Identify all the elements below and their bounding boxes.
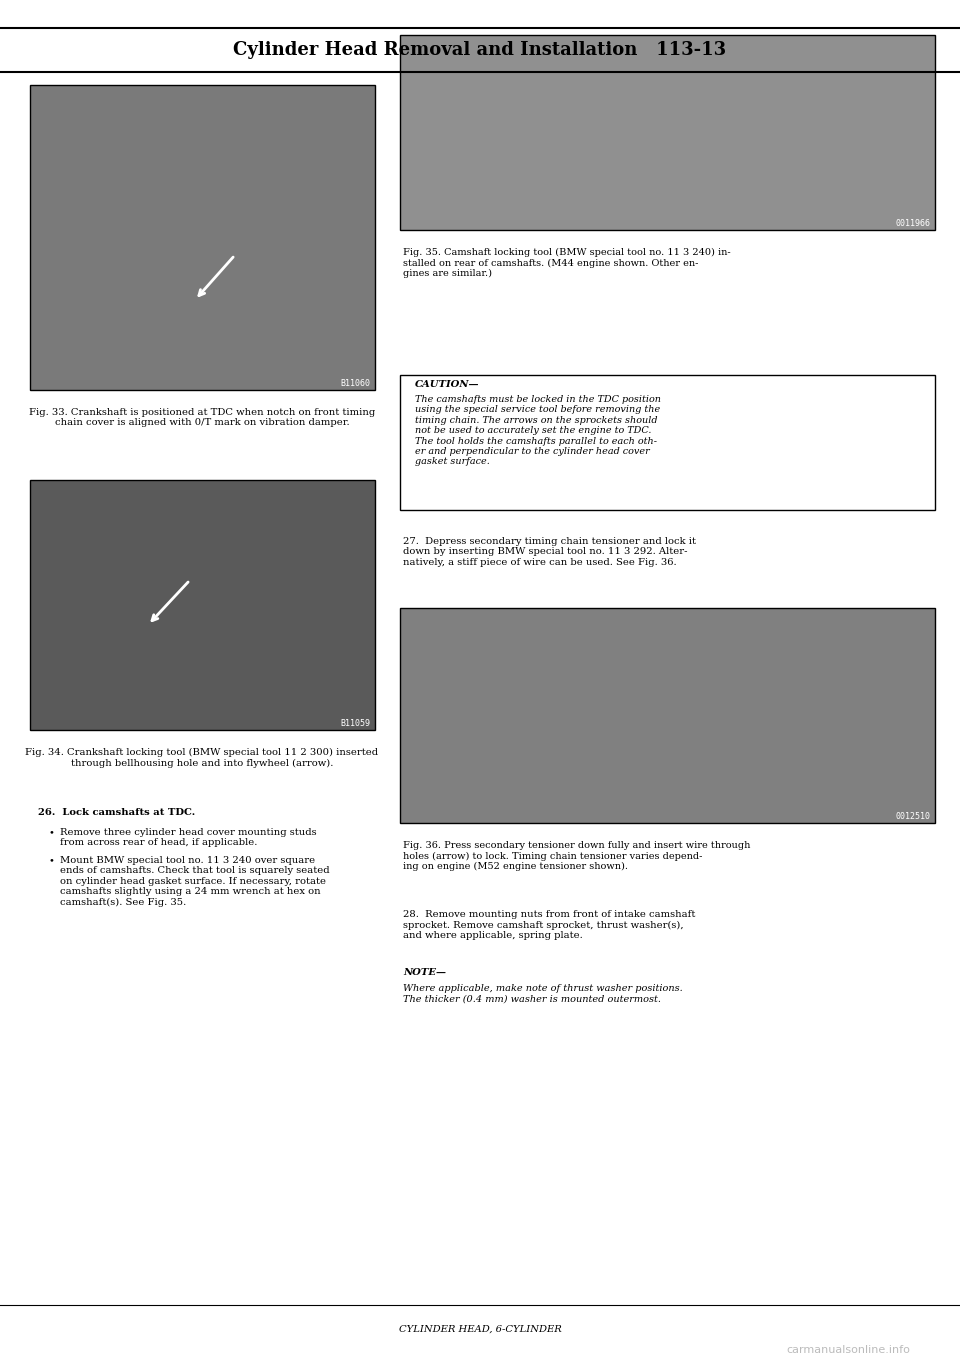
Text: •: •	[48, 856, 54, 864]
Text: The camshafts must be locked in the TDC position
using the special service tool : The camshafts must be locked in the TDC …	[415, 395, 661, 467]
Text: Where applicable, make note of thrust washer positions.
The thicker (0.4 mm) was: Where applicable, make note of thrust wa…	[403, 984, 683, 1003]
Text: Remove three cylinder head cover mounting studs
from across rear of head, if app: Remove three cylinder head cover mountin…	[60, 828, 317, 847]
Text: •: •	[48, 828, 54, 837]
Bar	[400, 375, 935, 510]
Text: 26.  Lock camshafts at TDC.: 26. Lock camshafts at TDC.	[38, 807, 195, 817]
Text: Cylinder Head Removal and Installation   113-13: Cylinder Head Removal and Installation 1…	[233, 41, 727, 58]
Text: CYLINDER HEAD, 6-CYLINDER: CYLINDER HEAD, 6-CYLINDER	[398, 1324, 562, 1334]
Bar	[400, 35, 935, 229]
Text: 27.  Depress secondary timing chain tensioner and lock it
down by inserting BMW : 27. Depress secondary timing chain tensi…	[403, 537, 696, 567]
Text: 0011966: 0011966	[895, 218, 930, 228]
Text: 28.  Remove mounting nuts from front of intake camshaft
sprocket. Remove camshaf: 28. Remove mounting nuts from front of i…	[403, 911, 695, 940]
Text: B11059: B11059	[340, 719, 370, 727]
Text: Fig. 33. Crankshaft is positioned at TDC when notch on front timing
chain cover : Fig. 33. Crankshaft is positioned at TDC…	[29, 408, 375, 427]
Text: NOTE—: NOTE—	[403, 968, 446, 977]
Text: B11060: B11060	[340, 379, 370, 388]
Bar	[30, 85, 375, 389]
Text: Mount BMW special tool no. 11 3 240 over square
ends of camshafts. Check that to: Mount BMW special tool no. 11 3 240 over…	[60, 856, 329, 906]
Bar	[400, 608, 935, 822]
Bar	[30, 480, 375, 730]
Text: carmanualsonline.info: carmanualsonline.info	[786, 1345, 910, 1356]
Text: Fig. 36. Press secondary tensioner down fully and insert wire through
holes (arr: Fig. 36. Press secondary tensioner down …	[403, 841, 751, 871]
Text: Fig. 34. Crankshaft locking tool (BMW special tool 11 2 300) inserted
through be: Fig. 34. Crankshaft locking tool (BMW sp…	[25, 748, 378, 768]
Text: Fig. 35. Camshaft locking tool (BMW special tool no. 11 3 240) in-
stalled on re: Fig. 35. Camshaft locking tool (BMW spec…	[403, 248, 731, 278]
Text: CAUTION—: CAUTION—	[415, 380, 479, 389]
Text: 0012510: 0012510	[895, 811, 930, 821]
